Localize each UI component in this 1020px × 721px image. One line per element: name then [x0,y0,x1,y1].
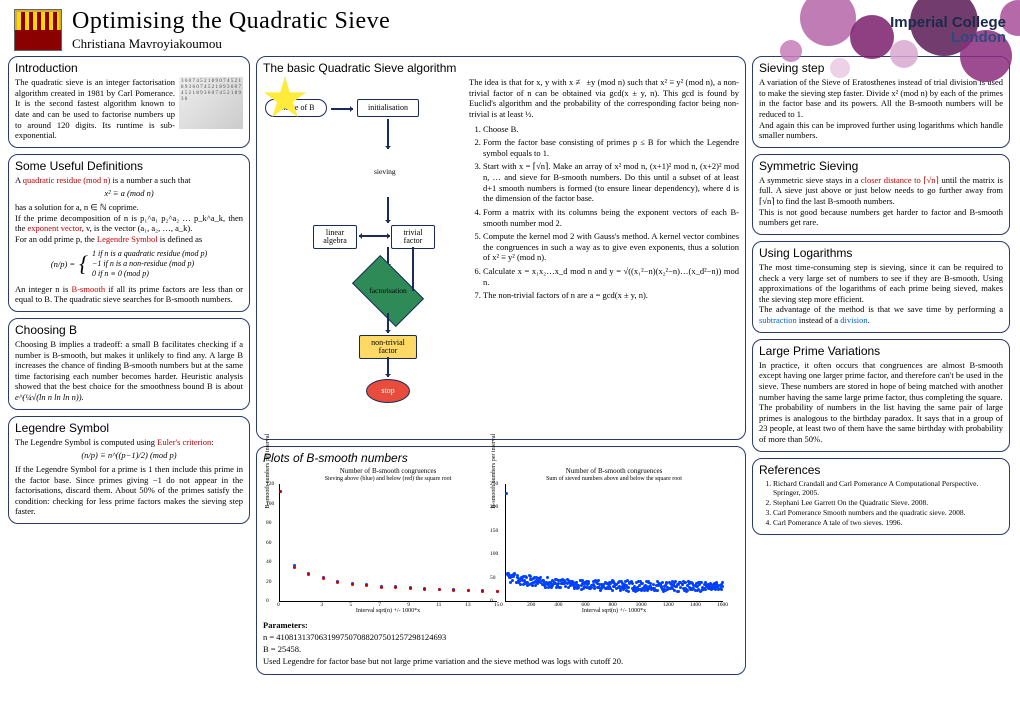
logs-title: Using Logarithms [759,246,1003,260]
sym-title: Symmetric Sieving [759,159,1003,173]
large-title: Large Prime Variations [759,344,1003,358]
box-large-prime: Large Prime Variations In practice, it o… [752,339,1010,452]
box-symmetric: Symmetric Sieving A symmetric sieve stay… [752,154,1010,235]
alg-steps: Choose B. Form the factor base consisting… [483,124,739,301]
page-title: Optimising the Quadratic Sieve [72,8,890,35]
alg-title: The basic Quadratic Sieve algorithm [263,61,739,75]
box-algorithm: The basic Quadratic Sieve algorithm choi… [256,56,746,440]
node-stop: stop [366,379,410,403]
plots-title: Plots of B-smooth numbers [263,451,408,465]
header: Optimising the Quadratic Sieve Christian… [0,0,1020,56]
plot-1-area: B-smooth numbers per interval 0204060801… [279,484,497,602]
choosing-title: Choosing B [15,323,243,337]
logo-line1: Imperial College [890,15,1006,30]
alg-step: Form a matrix with its columns being the… [483,207,739,228]
logo-line2: London [890,30,1006,45]
flowchart: choice of B initialisation sieving linea… [263,77,463,407]
main-grid: Introduction 3 6 0 7 4 5 2 1 8 9 0 7 4 5… [0,56,1020,683]
box-legendre: Legendre Symbol The Legendre Symbol is c… [8,416,250,524]
box-definitions: Some Useful Definitions A quadratic resi… [8,154,250,312]
eq-quadres: x² ≡ a (mod n) [15,188,243,199]
box-plots: Plots of B-smooth numbers Number of B-sm… [256,446,746,675]
plot-2-area: B-smooth numbers per interval 0501001502… [505,484,723,602]
alg-step: Calculate x = x₁x₂…x_d mod n and y = √((… [483,266,739,287]
legendre-title: Legendre Symbol [15,421,243,435]
author: Christiana Mavroyiakoumou [72,36,890,52]
ref-item: Carl Pomerance Smooth numbers and the qu… [773,508,1003,517]
ref-item: Stephani Lee Garrett On the Quadratic Si… [773,498,1003,507]
box-references: References Richard Crandall and Carl Pom… [752,458,1010,535]
alg-step: The non-trivial factors of n are a = gcd… [483,290,739,301]
node-init: initialisation [357,99,419,117]
plot-2: Number of B-smooth congruences Sum of si… [505,467,723,614]
defs-title: Some Useful Definitions [15,159,243,173]
numbers-texture-icon: 3 6 0 7 4 5 2 1 8 9 0 7 4 5 2 1 8 9 3 6 … [179,77,243,129]
plot-1: Number of B-smooth congruences Sieving a… [279,467,497,614]
box-introduction: Introduction 3 6 0 7 4 5 2 1 8 9 0 7 4 5… [8,56,250,148]
intro-title: Introduction [15,61,243,75]
intro-text: The quadratic sieve is an integer factor… [15,77,175,140]
ref-item: Richard Crandall and Carl Pomerance A Co… [773,479,1003,497]
alg-step: Choose B. [483,124,739,135]
refs-list: Richard Crandall and Carl Pomerance A Co… [759,479,1003,527]
node-linalg: linear algebra [313,225,357,249]
refs-title: References [759,463,1003,477]
box-logs: Using Logarithms The most time-consuming… [752,241,1010,333]
node-nontrivial: non-trivial factor [359,335,417,359]
institution-logo: Imperial College London [890,15,1006,45]
euler-criterion-eq: (n/p) ≡ n^((p−1)/2) (mod p) [15,450,243,461]
crest-icon [14,9,62,51]
alg-text: The idea is that for x, y with x ≢ ±y (m… [469,77,739,301]
legendre-def: (n/p) = { 1 if n is a quadratic residue … [15,249,243,280]
alg-step: Start with x = ⌈√n⌉. Make an array of x²… [483,161,739,204]
alg-step: Form the factor base consisting of prime… [483,137,739,158]
alg-step: Compute the kernel mod 2 with Gauss's me… [483,231,739,263]
ref-item: Carl Pomerance A tale of two sieves. 199… [773,518,1003,527]
box-choosing-b: Choosing B Choosing B implies a tradeoff… [8,318,250,410]
plot-params: Parameters: n = 410813137063199750708820… [263,620,739,668]
node-trivial: trivial factor [391,225,435,249]
